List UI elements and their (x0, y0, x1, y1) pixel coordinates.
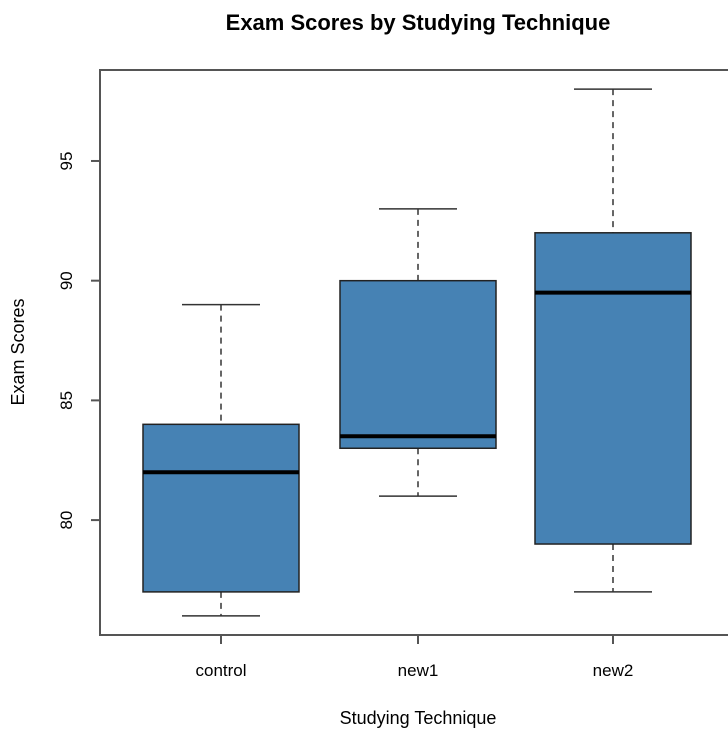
boxes-group (142, 88, 692, 617)
y-tick-label: 90 (57, 271, 76, 290)
x-tick-label: control (195, 661, 246, 680)
chart-title: Exam Scores by Studying Technique (226, 10, 611, 35)
box-control (142, 303, 300, 617)
x-axis-label: Studying Technique (340, 708, 497, 728)
iqr-box (339, 279, 497, 450)
x-tick-label: new2 (593, 661, 634, 680)
y-tick-label: 95 (57, 152, 76, 171)
x-tick-label: new1 (398, 661, 439, 680)
y-tick-label: 85 (57, 391, 76, 410)
box-new1 (339, 208, 497, 497)
y-axis: 80 85 90 95 (57, 152, 101, 530)
iqr-box (534, 232, 692, 545)
x-axis: control new1 new2 (195, 635, 633, 680)
y-tick-label: 80 (57, 511, 76, 530)
box-new2 (534, 88, 692, 593)
y-axis-label: Exam Scores (8, 298, 28, 405)
iqr-box (142, 423, 300, 593)
